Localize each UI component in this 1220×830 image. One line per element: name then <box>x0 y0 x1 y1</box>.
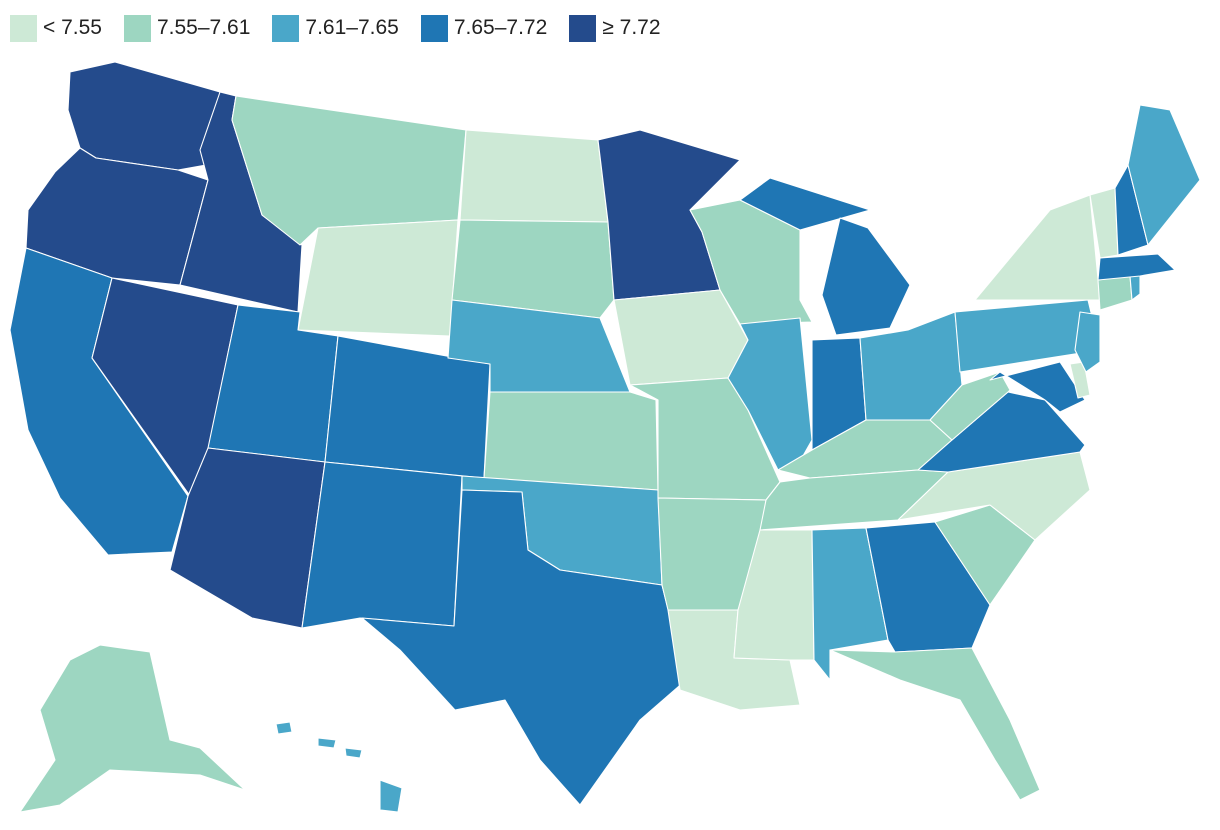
state-nd[interactable] <box>460 130 608 222</box>
state-wy[interactable] <box>298 220 458 336</box>
state-fl[interactable] <box>830 648 1040 800</box>
state-ks[interactable] <box>484 392 658 490</box>
state-ny[interactable] <box>975 195 1100 300</box>
state-hi[interactable] <box>276 722 402 812</box>
state-nm[interactable] <box>302 462 462 628</box>
state-ct[interactable] <box>1098 276 1132 310</box>
state-wa[interactable] <box>68 62 220 170</box>
state-ak[interactable] <box>20 645 245 812</box>
state-ma[interactable] <box>1098 254 1175 280</box>
state-ri[interactable] <box>1130 276 1140 300</box>
